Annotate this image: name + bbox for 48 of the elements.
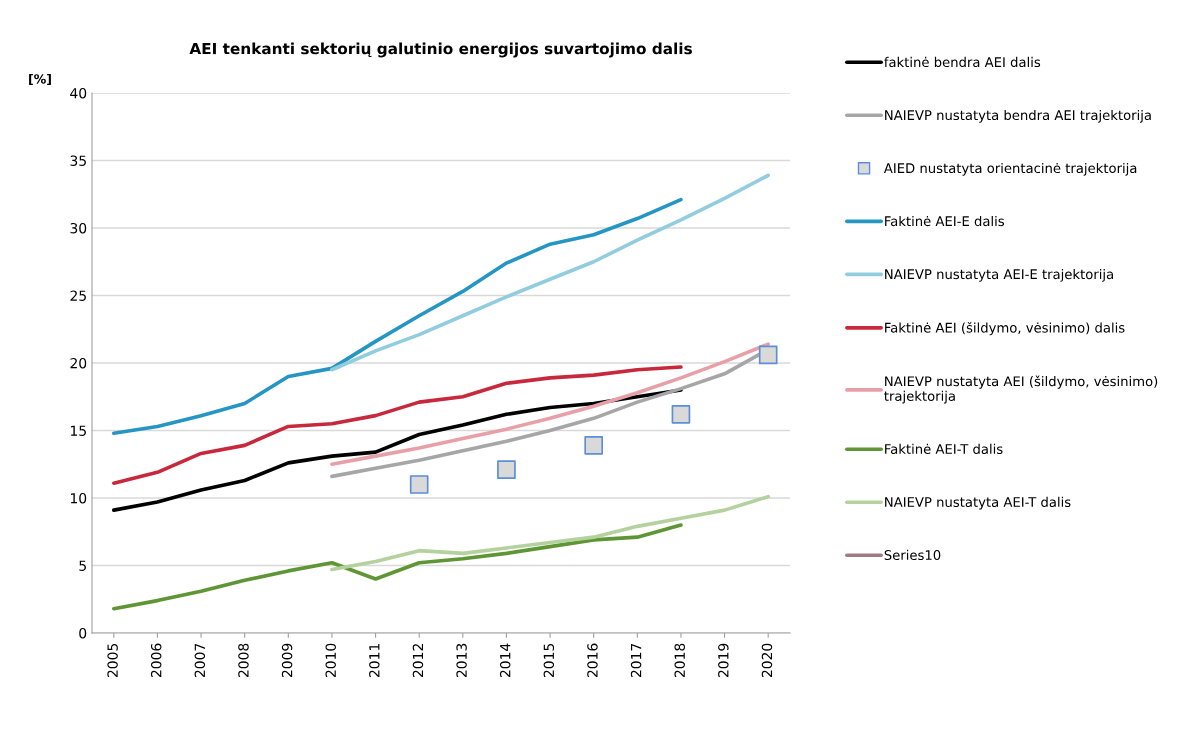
x-tick-label: 2016 bbox=[587, 643, 598, 678]
y-tick-label: 10 bbox=[70, 492, 87, 504]
legend-label: AIED nustatyta orientacinė trajektorija bbox=[883, 162, 1137, 176]
x-tick-label: 2011 bbox=[369, 644, 380, 678]
x-tick-label: 2018 bbox=[674, 643, 685, 678]
y-tick-label: 35 bbox=[70, 155, 86, 166]
y-tick-label: 0 bbox=[79, 627, 87, 639]
y-tick-label: 30 bbox=[70, 222, 87, 234]
y-tick-label: 15 bbox=[70, 425, 86, 436]
legend-label: Series10 bbox=[884, 549, 941, 561]
y-tick-label: 20 bbox=[70, 357, 87, 369]
x-tick-label: 2010 bbox=[325, 643, 336, 678]
x-tick-label: 2008 bbox=[238, 643, 249, 678]
y-tick-label: 25 bbox=[70, 290, 86, 301]
x-tick-label: 2005 bbox=[107, 643, 118, 678]
x-tick-label: 2007 bbox=[194, 643, 206, 678]
chart-title: AEI tenkanti sektorių galutinio energijos suvartojimo dalis bbox=[189, 42, 692, 58]
point bbox=[584, 436, 604, 455]
y-tick-label: 40 bbox=[70, 87, 87, 99]
x-tick-label: 2013 bbox=[456, 643, 467, 678]
point bbox=[497, 460, 516, 479]
legend-label: Faktinė AEI-T dalis bbox=[885, 443, 1003, 455]
legend-label: Faktinė AEI-E dalis bbox=[885, 215, 1005, 227]
line-series bbox=[112, 365, 683, 485]
line-series bbox=[112, 197, 683, 436]
point bbox=[409, 475, 429, 494]
y-axis-title: [%] bbox=[29, 73, 51, 86]
x-tick-label: 2019 bbox=[718, 643, 729, 678]
line-series bbox=[330, 173, 770, 372]
legend-label: Faktinė AEI (šildymo, vėsinimo) dalis bbox=[885, 321, 1125, 336]
x-tick-label: 2015 bbox=[543, 643, 555, 678]
x-tick-label: 2009 bbox=[281, 643, 293, 678]
x-tick-label: 2006 bbox=[150, 643, 162, 678]
legend-label: NAIEVP nustatyta AEI-E trajektorija bbox=[885, 268, 1113, 282]
line-series bbox=[112, 388, 683, 512]
x-tick-label: 2020 bbox=[761, 643, 773, 678]
line-series bbox=[112, 523, 683, 611]
x-tick-label: 2017 bbox=[630, 643, 642, 678]
x-tick-label: 2012 bbox=[412, 644, 424, 678]
point bbox=[671, 404, 691, 424]
legend-label: NAIEVP nustatyta AEI (šildymo, vėsinimo) trajektorija bbox=[884, 375, 1158, 404]
legend-label: NAIEVP nustatyta AEI-T dalis bbox=[885, 496, 1071, 510]
point bbox=[758, 345, 778, 365]
x-tick-label: 2014 bbox=[499, 643, 511, 678]
legend-label: faktinė bendra AEI dalis bbox=[884, 56, 1041, 68]
legend-label: NAIEVP nustatyta bendra AEI trajektorija bbox=[885, 109, 1151, 123]
y-tick-label: 5 bbox=[79, 560, 86, 571]
line-series bbox=[330, 494, 770, 572]
